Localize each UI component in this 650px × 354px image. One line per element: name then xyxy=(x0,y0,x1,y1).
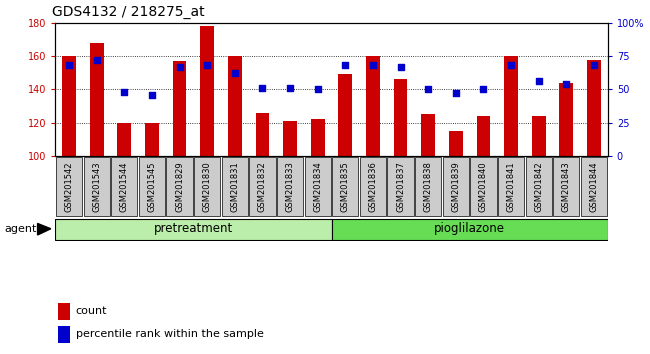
Point xyxy=(92,57,102,63)
Text: GSM201830: GSM201830 xyxy=(203,161,212,212)
Point xyxy=(423,86,434,92)
Point xyxy=(313,86,323,92)
Point xyxy=(202,63,213,68)
Text: GSM201838: GSM201838 xyxy=(424,161,433,212)
Point xyxy=(450,91,461,96)
Point xyxy=(285,85,295,91)
Text: GSM201542: GSM201542 xyxy=(64,161,73,212)
Text: GSM201834: GSM201834 xyxy=(313,161,322,212)
Text: GSM201837: GSM201837 xyxy=(396,161,405,212)
Bar xyxy=(581,157,607,216)
Bar xyxy=(228,56,242,156)
Bar xyxy=(166,157,192,216)
Text: GSM201842: GSM201842 xyxy=(534,161,543,212)
Bar xyxy=(443,157,469,216)
Bar xyxy=(305,157,331,216)
Text: GSM201833: GSM201833 xyxy=(285,161,294,212)
Text: GDS4132 / 218275_at: GDS4132 / 218275_at xyxy=(53,5,205,19)
Bar xyxy=(90,43,103,156)
Text: pioglilazone: pioglilazone xyxy=(434,222,505,235)
Bar xyxy=(58,326,70,343)
Text: GSM201844: GSM201844 xyxy=(590,161,599,212)
Bar xyxy=(84,157,110,216)
Bar xyxy=(560,83,573,156)
Bar xyxy=(56,157,82,216)
Text: agent: agent xyxy=(5,224,37,234)
Bar xyxy=(394,79,408,156)
Bar xyxy=(526,157,552,216)
Bar xyxy=(366,56,380,156)
Text: GSM201843: GSM201843 xyxy=(562,161,571,212)
Bar xyxy=(339,74,352,156)
Bar xyxy=(250,157,276,216)
Point xyxy=(368,63,378,68)
Bar xyxy=(471,157,497,216)
Bar xyxy=(222,157,248,216)
Text: GSM201836: GSM201836 xyxy=(369,161,378,212)
Bar xyxy=(498,157,524,216)
Point xyxy=(395,64,406,70)
Text: percentile rank within the sample: percentile rank within the sample xyxy=(75,330,263,339)
Polygon shape xyxy=(38,223,51,235)
Bar xyxy=(421,114,435,156)
Bar xyxy=(332,157,358,216)
Bar xyxy=(145,122,159,156)
Text: GSM201835: GSM201835 xyxy=(341,161,350,212)
Text: GSM201544: GSM201544 xyxy=(120,161,129,212)
Text: GSM201841: GSM201841 xyxy=(506,161,515,212)
Bar xyxy=(553,157,579,216)
Text: count: count xyxy=(75,307,107,316)
Point xyxy=(257,85,268,91)
Bar xyxy=(55,219,332,240)
Bar xyxy=(532,116,545,156)
Text: pretreatment: pretreatment xyxy=(154,222,233,235)
Bar xyxy=(200,26,214,156)
Bar xyxy=(194,157,220,216)
Bar xyxy=(449,131,463,156)
Text: GSM201840: GSM201840 xyxy=(479,161,488,212)
Point xyxy=(64,63,74,68)
Bar xyxy=(360,157,386,216)
Bar xyxy=(173,61,187,156)
Point xyxy=(534,79,544,84)
Bar xyxy=(587,59,601,156)
Point xyxy=(340,63,350,68)
Text: GSM201543: GSM201543 xyxy=(92,161,101,212)
Point xyxy=(506,63,516,68)
Point xyxy=(147,92,157,97)
Text: GSM201839: GSM201839 xyxy=(451,161,460,212)
Bar xyxy=(111,157,137,216)
Text: GSM201829: GSM201829 xyxy=(175,161,184,212)
Bar xyxy=(415,157,441,216)
Point xyxy=(174,64,185,70)
Bar xyxy=(283,121,297,156)
Point xyxy=(561,81,571,87)
Bar xyxy=(62,56,76,156)
Bar xyxy=(387,157,413,216)
Text: GSM201545: GSM201545 xyxy=(148,161,157,212)
Point xyxy=(119,89,129,95)
Bar xyxy=(504,56,518,156)
Point xyxy=(589,63,599,68)
Bar xyxy=(255,113,269,156)
Text: GSM201831: GSM201831 xyxy=(230,161,239,212)
Bar xyxy=(58,303,70,320)
Text: GSM201832: GSM201832 xyxy=(258,161,267,212)
Bar xyxy=(332,219,608,240)
Point xyxy=(229,70,240,76)
Bar xyxy=(118,122,131,156)
Bar xyxy=(277,157,303,216)
Point xyxy=(478,86,489,92)
Bar xyxy=(311,119,324,156)
Bar xyxy=(139,157,165,216)
Bar xyxy=(476,116,490,156)
